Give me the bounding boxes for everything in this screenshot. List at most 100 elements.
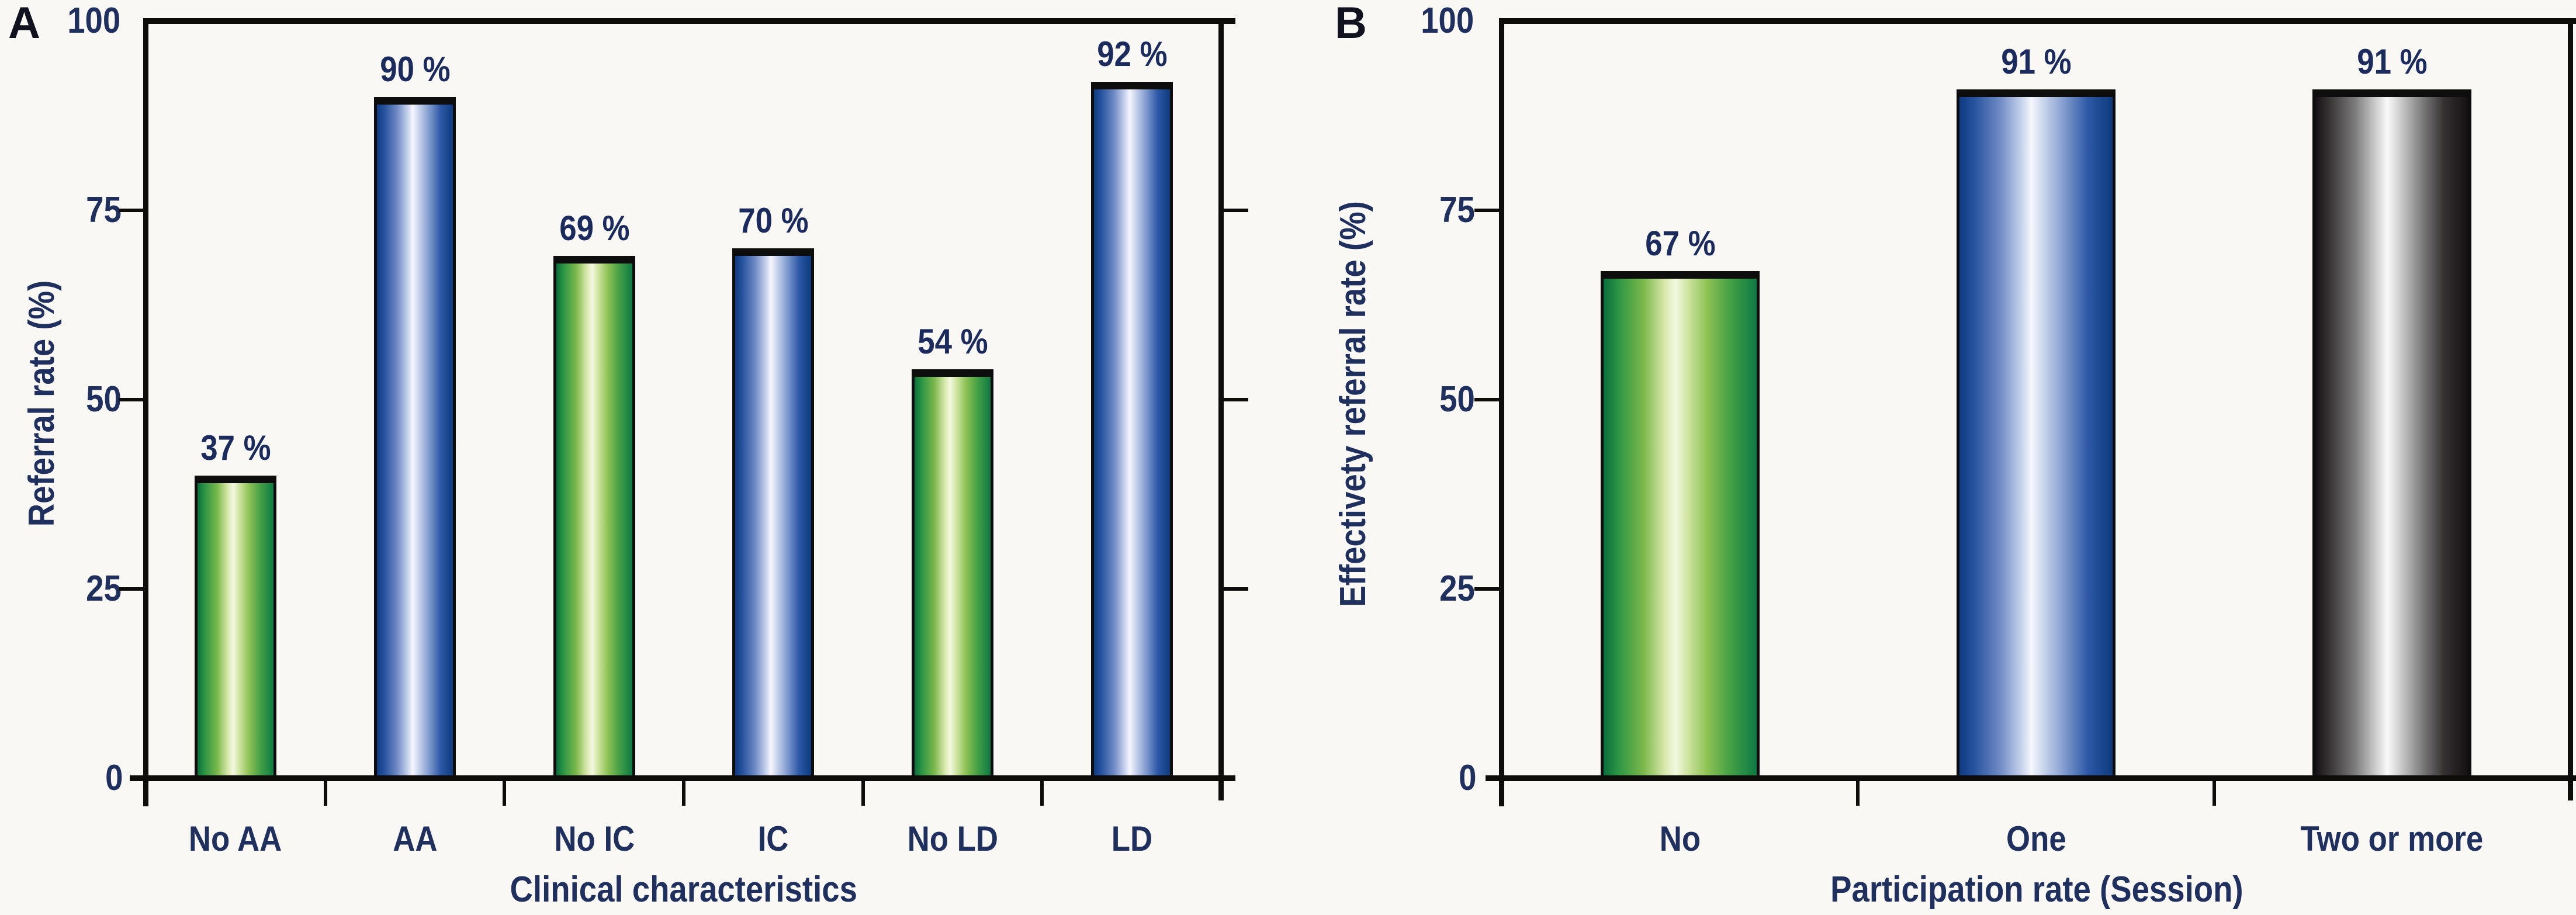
y-tick-label-text: 75 [86,190,122,230]
x-axis-tick [324,781,327,806]
y-tick-label: 0 [1378,758,1477,798]
y-axis-tick [119,587,143,591]
panel-a-letter: A [8,0,40,48]
y-tick-label: 25 [25,569,124,609]
plot-right-border [2568,18,2573,800]
bar-value-label: 92 % [1009,35,1255,74]
x-category-label-text: IC [757,819,789,858]
x-category-label: No IC [472,820,717,858]
y-axis-tick [1474,587,1499,591]
x-axis-tick [1040,781,1044,806]
y-axis-line [1499,18,1504,806]
bar-value-label: 37 % [113,429,358,467]
y-tick-label: 25 [1378,569,1477,609]
y-tick-label: 100 [25,1,124,41]
bar-value-label-text: 90 % [379,50,451,89]
y-tick-label-text: 100 [1420,1,1474,41]
x-category-label: No AA [113,820,358,858]
bar [732,248,814,778]
y-axis-tick [119,398,143,401]
bar [553,256,635,778]
y-tick-label: 50 [1378,380,1477,420]
y-axis-right-tick [1224,587,1248,591]
y-tick-label: 75 [25,190,124,230]
y-tick-label-text: 0 [105,758,123,798]
bar [1601,271,1760,778]
x-axis-tick [503,781,506,806]
plot-top-border [1499,18,2576,24]
bar-value-label-text: 70 % [738,201,809,240]
x-category-label-text: No LD [907,819,998,858]
x-category-label-text: No IC [554,819,635,858]
x-category-label: IC [650,820,896,858]
bar-value-label-text: 91 % [2356,42,2428,81]
y-tick-label-text: 75 [1439,190,1475,230]
panel-b-x-axis-title: Participation rate (Session) [1628,872,2446,908]
bar-value-label-text: 37 % [200,428,271,467]
x-category-label: No [1557,820,1803,858]
panel-a-x-axis-title: Clinical characteristics [275,872,1093,908]
x-axis-tick [1856,781,1860,806]
bar-value-label: 90 % [292,50,538,89]
bar-value-label: 91 % [2269,43,2515,81]
panel-b-y-axis-title-text: Effectivety referral rate (%) [1333,200,1373,607]
x-category-label-text: No AA [189,819,282,858]
y-tick-label: 75 [1378,190,1477,230]
bar-value-label-text: 54 % [917,322,988,361]
x-category-label-text: No [1659,819,1701,858]
y-axis-tick [1474,398,1499,401]
y-tick-label: 0 [25,758,124,798]
panel-b-letter: B [1335,0,1367,48]
y-axis-right-tick [1224,209,1248,212]
x-category-label-text: LD [1111,819,1153,858]
x-category-label: LD [1009,820,1255,858]
x-category-label: AA [292,820,538,858]
panel-b-y-axis-title: Effectivety referral rate (%) [1333,0,1373,813]
bar-value-label-text: 92 % [1096,34,1168,74]
bar [2312,89,2471,778]
plot-top-border [143,18,1235,24]
x-category-label-text: One [2006,819,2066,858]
y-axis-tick [119,209,143,212]
panel-a-x-axis-title-text: Clinical characteristics [510,869,858,910]
bar-value-label-text: 91 % [2000,42,2072,81]
y-tick-label-text: 25 [1439,569,1475,609]
bar [1091,82,1173,778]
x-axis-tick [682,781,685,806]
y-axis-line [143,18,148,806]
x-axis-tick [2213,781,2216,806]
x-axis-line [130,775,1235,781]
bar-value-label: 67 % [1557,224,1803,263]
y-axis-right-tick [1224,398,1248,401]
bar-value-label: 54 % [830,323,1075,361]
y-tick-label-text: 100 [67,1,120,41]
y-tick-label-text: 25 [86,569,122,609]
x-axis-tick [861,781,865,806]
bar [195,476,276,778]
x-category-label: One [1913,820,2159,858]
x-category-label: No LD [830,820,1075,858]
x-category-label: Two or more [2269,820,2515,858]
y-tick-label-text: 0 [1458,758,1476,798]
y-tick-label-text: 50 [1439,379,1475,420]
bar [1957,89,2115,778]
x-axis-line [1486,775,2576,781]
bar-value-label: 70 % [650,202,896,240]
panel-b-x-axis-title-text: Participation rate (Session) [1830,869,2243,910]
bar [912,369,993,778]
x-category-label-text: Two or more [2300,819,2484,858]
bar [374,97,456,778]
bar-value-label-text: 67 % [1644,224,1716,263]
y-tick-label: 100 [1378,1,1477,41]
bar-value-label: 91 % [1913,43,2159,81]
bar-value-label-text: 69 % [559,209,630,248]
x-category-label-text: AA [392,819,438,858]
y-tick-label-text: 50 [86,379,122,420]
y-axis-tick [1474,209,1499,212]
y-tick-label: 50 [25,380,124,420]
plot-right-border [1218,18,1224,800]
bar-value-label: 69 % [472,209,717,248]
